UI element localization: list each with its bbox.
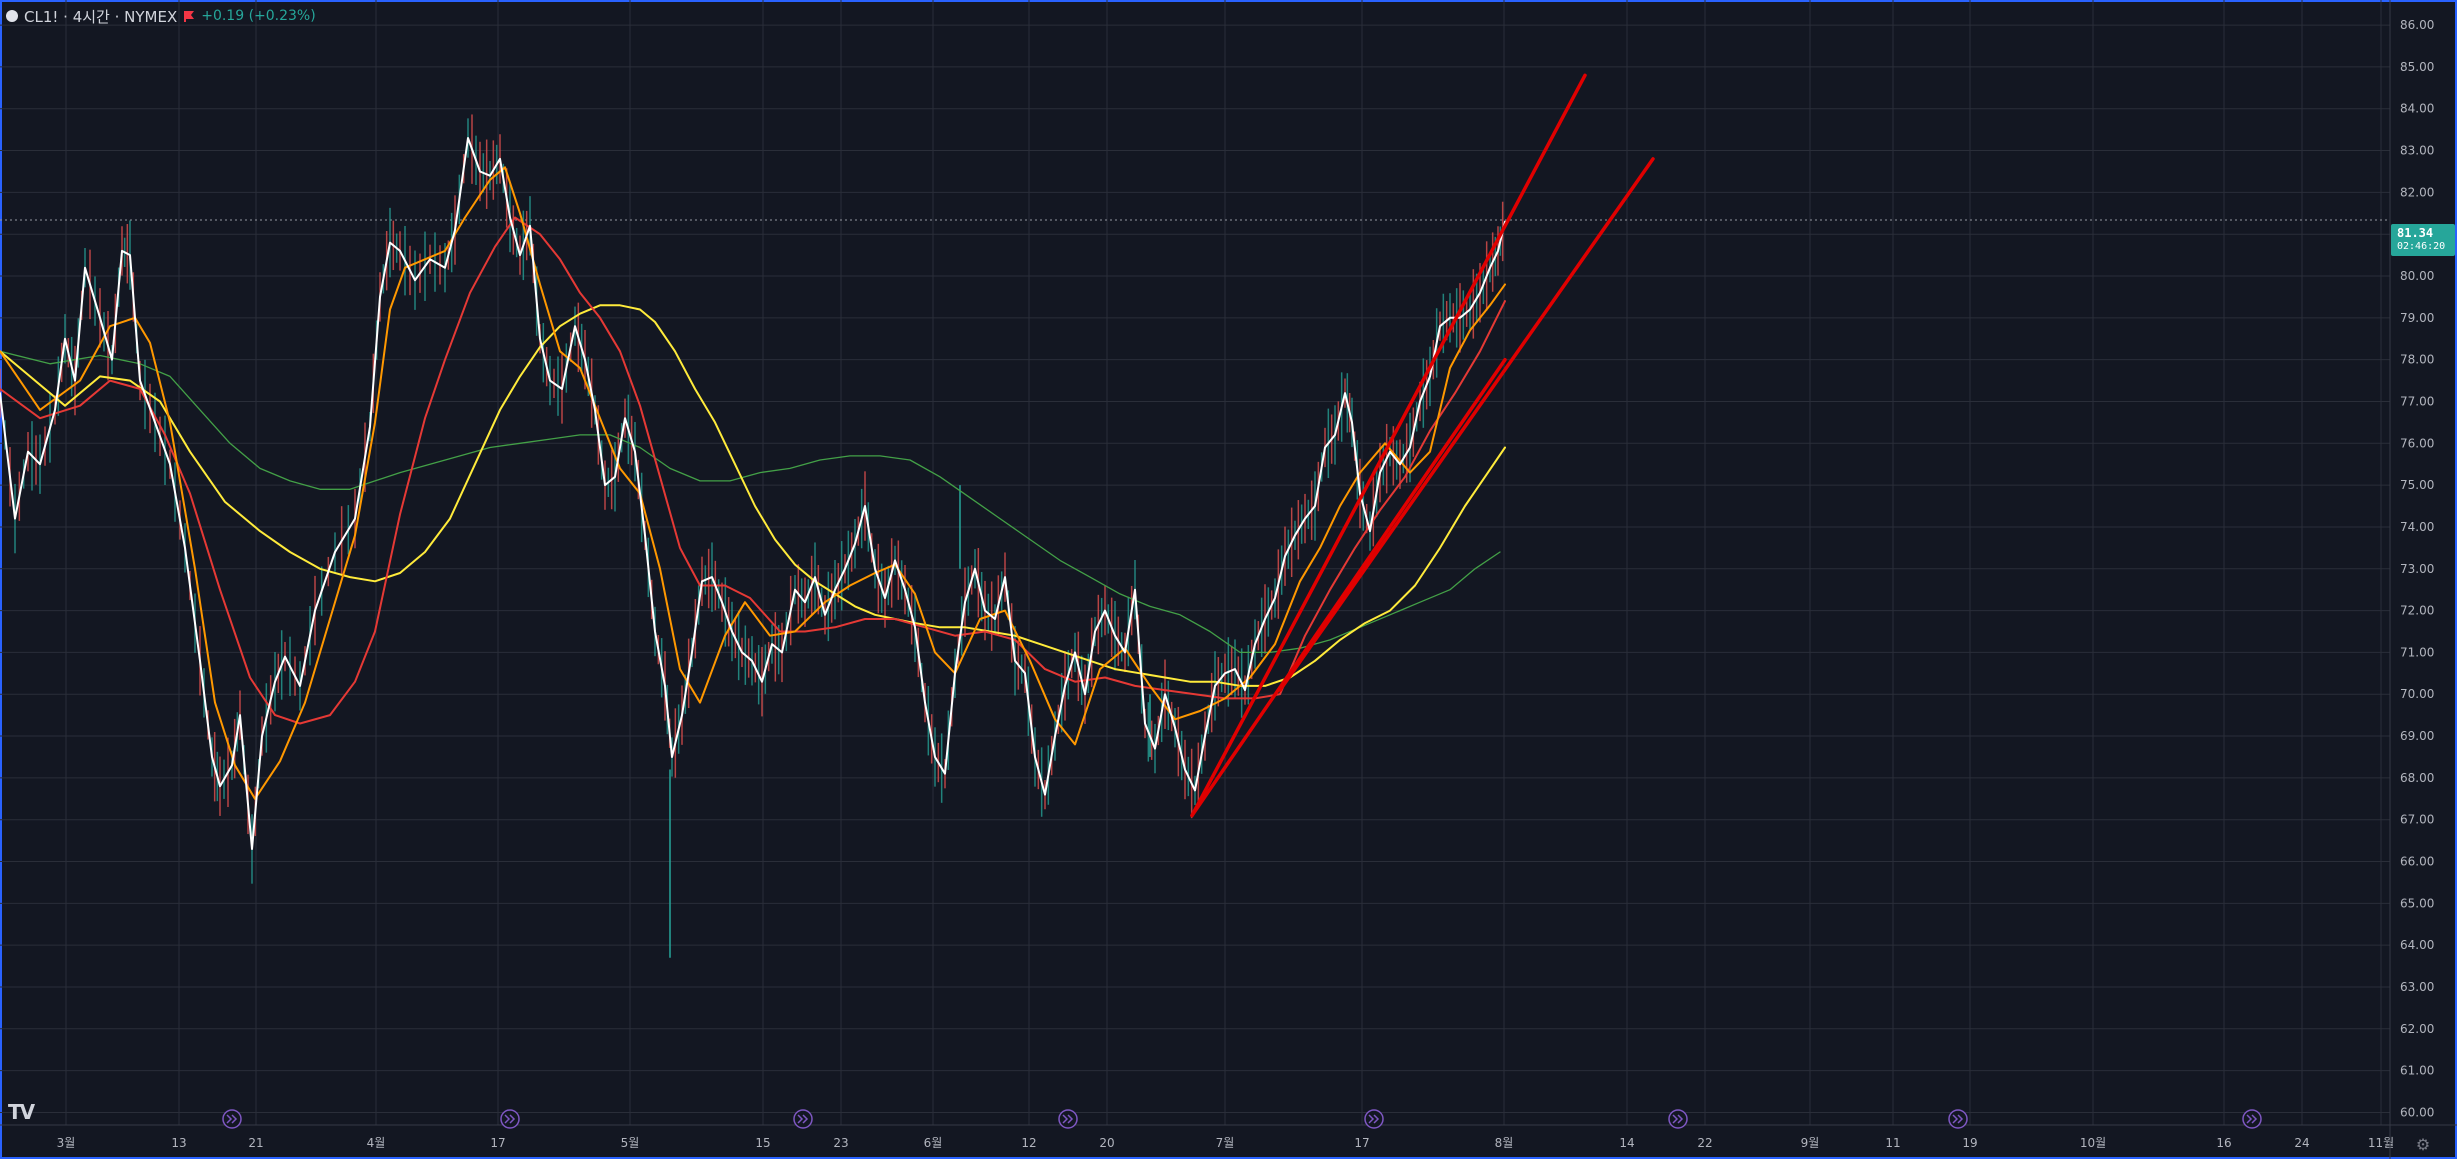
y-tick-label: 60.00 [2400,1105,2434,1119]
series-ma_long [0,350,1501,654]
last-price: 81.34 [2397,226,2434,240]
x-tick-label: 15 [755,1136,770,1150]
symbol-header[interactable]: CL1! · 4시간 · NYMEX +0.19 (+0.23%) [6,4,316,28]
x-tick-label: 12 [1021,1136,1036,1150]
x-tick-label: 3월 [57,1136,76,1150]
x-tick-label: 16 [2216,1136,2231,1150]
event-marker-icon [793,1109,813,1129]
x-tick-label: 23 [833,1136,848,1150]
y-tick-label: 63.00 [2400,980,2434,994]
x-tick-label: 10월 [2080,1136,2106,1150]
series-trendline_1 [1190,73,1587,818]
y-tick-label: 67.00 [2400,813,2434,827]
y-tick-label: 66.00 [2400,855,2434,869]
y-tick-label: 61.00 [2400,1064,2434,1078]
y-tick-label: 74.00 [2400,520,2434,534]
event-marker-icon [2242,1109,2262,1129]
y-tick-label: 65.00 [2400,896,2434,910]
x-tick-label: 4월 [367,1136,386,1150]
last-price-badge: 81.34 02:46:20 [2391,224,2455,256]
price-change: +0.19 (+0.23%) [201,8,316,24]
y-tick-label: 80.00 [2400,269,2434,283]
series-ma_slow [0,304,1506,687]
event-marker-icon [222,1109,242,1129]
y-tick-label: 62.00 [2400,1022,2434,1036]
event-marker-icon [500,1109,520,1129]
series-trendline_2 [1278,157,1655,692]
event-marker-arrow [1368,1114,1380,1124]
y-tick-label: 76.00 [2400,436,2434,450]
y-tick-label: 86.00 [2400,18,2434,32]
y-tick-label: 64.00 [2400,938,2434,952]
event-marker-arrow [226,1114,238,1124]
y-tick-label: 72.00 [2400,604,2434,618]
y-tick-label: 75.00 [2400,478,2434,492]
event-marker-arrow [797,1114,809,1124]
event-marker-arrow [1672,1114,1684,1124]
x-tick-label: 17 [1354,1136,1369,1150]
y-tick-label: 84.00 [2400,102,2434,116]
x-tick-label: 9월 [1801,1136,1820,1150]
x-tick-label: 6월 [924,1136,943,1150]
x-tick-label: 20 [1099,1136,1114,1150]
y-tick-label: 69.00 [2400,729,2434,743]
series-trendline_3 [1190,357,1507,818]
y-tick-label: 83.00 [2400,144,2434,158]
x-tick-label: 8월 [1495,1136,1514,1150]
red-flag-icon[interactable] [183,10,195,22]
series-ma_mid [0,216,1506,725]
y-tick-label: 78.00 [2400,353,2434,367]
x-tick-label: 13 [171,1136,186,1150]
x-tick-label: 19 [1962,1136,1977,1150]
x-tick-label: 5월 [621,1136,640,1150]
y-tick-label: 79.00 [2400,311,2434,325]
settings-icon[interactable]: ⚙ [2415,1135,2431,1154]
series-ma_fast [0,166,1506,800]
x-tick-label: 11월 [2368,1136,2394,1150]
event-marker-icon [1948,1109,1968,1129]
y-tick-label: 70.00 [2400,687,2434,701]
x-tick-label: 11 [1885,1136,1900,1150]
x-tick-label: 14 [1619,1136,1634,1150]
series-price [0,137,1506,850]
event-marker-icon [1058,1109,1078,1129]
x-tick-label: 22 [1697,1136,1712,1150]
x-tick-label: 24 [2294,1136,2309,1150]
bar-countdown: 02:46:20 [2397,241,2446,252]
event-marker-icon [1364,1109,1384,1129]
y-tick-label: 68.00 [2400,771,2434,785]
x-tick-label: 17 [490,1136,505,1150]
event-marker-arrow [1952,1114,1964,1124]
event-marker-icon [1668,1109,1688,1129]
circle-dot-icon [6,10,18,22]
event-marker-arrow [1062,1114,1074,1124]
event-marker-arrow [504,1114,516,1124]
y-tick-label: 71.00 [2400,645,2434,659]
y-tick-label: 82.00 [2400,185,2434,199]
y-tick-label: 77.00 [2400,394,2434,408]
tradingview-logo[interactable]: TV [8,1100,35,1124]
y-tick-label: 85.00 [2400,60,2434,74]
x-tick-label: 7월 [1216,1136,1235,1150]
symbol-title[interactable]: CL1! · 4시간 · NYMEX [24,7,178,26]
x-tick-label: 21 [248,1136,263,1150]
y-tick-label: 73.00 [2400,562,2434,576]
event-marker-arrow [2246,1114,2258,1124]
